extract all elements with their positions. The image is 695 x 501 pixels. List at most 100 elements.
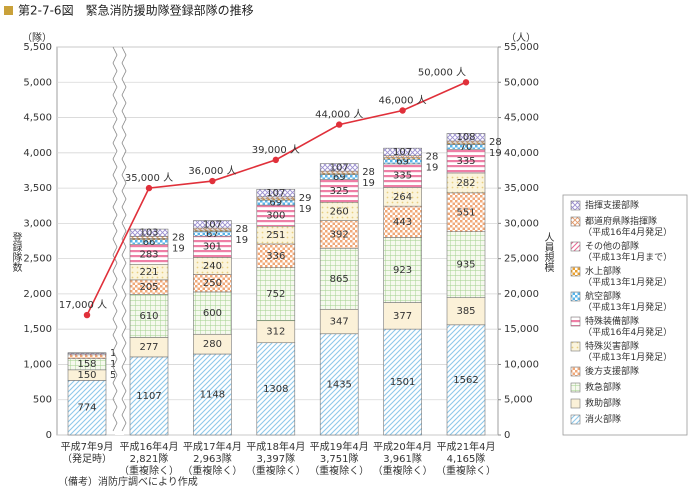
value-label: 347 bbox=[330, 317, 349, 328]
value-label: 865 bbox=[330, 274, 349, 285]
legend-note: （平成13年1月発足） bbox=[583, 276, 672, 288]
x-tick-label: 平成16年4月 bbox=[119, 440, 178, 453]
value-label: 774 bbox=[77, 403, 96, 414]
bar-segment bbox=[446, 192, 486, 232]
y-tick-label: 4,000 bbox=[23, 148, 52, 159]
legend-swatch bbox=[570, 366, 581, 377]
y2-tick-label: 55,000 bbox=[504, 42, 539, 53]
y2-tick-label: 50,000 bbox=[504, 77, 539, 88]
value-label: 923 bbox=[393, 265, 412, 276]
value-label: 28 bbox=[235, 224, 248, 235]
line-label: 44,000 人 bbox=[315, 109, 363, 121]
legend-box bbox=[562, 194, 688, 436]
y2-tick-label: 5,000 bbox=[504, 395, 533, 406]
line-label: 36,000 人 bbox=[188, 165, 236, 177]
y-tick-label: 0 bbox=[46, 430, 52, 441]
value-label: 150 bbox=[77, 370, 96, 381]
y-tick-label: 5,500 bbox=[23, 42, 52, 53]
bar-segment bbox=[256, 188, 296, 198]
x-tick-label: 平成18年4月 bbox=[246, 440, 305, 453]
value-label: 251 bbox=[266, 230, 285, 241]
y2-tick-label: 35,000 bbox=[504, 183, 539, 194]
x-tick-label: （重複除く） bbox=[436, 464, 496, 477]
legend-note: （平成16年4月発足） bbox=[583, 326, 672, 338]
legend-label: 指揮支援部隊 bbox=[585, 199, 639, 211]
line-label: 17,000 人 bbox=[59, 299, 107, 311]
value-label: 752 bbox=[266, 289, 285, 300]
line-point bbox=[145, 184, 153, 192]
x-tick-label: 平成7年9月 bbox=[61, 440, 114, 453]
value-label: 260 bbox=[330, 206, 349, 217]
value-label: 610 bbox=[139, 311, 158, 322]
bar-segment bbox=[319, 247, 359, 310]
axis-break-line bbox=[121, 46, 127, 432]
y2-tick-label: 15,000 bbox=[504, 324, 539, 335]
bar-segment bbox=[383, 237, 422, 303]
x-tick-label: 平成19年4月 bbox=[310, 440, 369, 453]
legend-label: 水上部隊 bbox=[585, 265, 621, 277]
legend-note: （平成13年1月まで） bbox=[583, 251, 672, 263]
x-tick-label: 3,751隊 bbox=[320, 452, 359, 465]
legend-label: 都道府県隊指揮隊 bbox=[585, 215, 657, 227]
legend-note: （平成16年4月発足） bbox=[583, 226, 672, 238]
value-label: 1308 bbox=[263, 384, 288, 395]
bar-segment bbox=[67, 380, 107, 436]
line-point bbox=[83, 311, 91, 319]
value-label: 69 bbox=[269, 198, 282, 209]
legend-note: （平成13年1月発足） bbox=[583, 301, 672, 313]
y2-axis-title: 人員規模 bbox=[542, 232, 554, 273]
value-label: 282 bbox=[456, 178, 475, 189]
value-label: 283 bbox=[139, 249, 158, 260]
y2-tick-label: 45,000 bbox=[504, 113, 539, 124]
value-label: 28 bbox=[489, 137, 502, 148]
bar-segment bbox=[383, 302, 422, 330]
value-label: 19 bbox=[299, 204, 312, 215]
bar-segment bbox=[256, 342, 296, 436]
y-tick-label: 3,500 bbox=[23, 183, 52, 194]
x-tick-label: 平成20年4月 bbox=[373, 440, 432, 453]
y-tick-label: 500 bbox=[33, 395, 52, 406]
legend-swatch bbox=[570, 341, 581, 352]
legend-label: 特殊装備部隊 bbox=[585, 315, 639, 327]
x-tick-label: （重複除く） bbox=[246, 464, 306, 477]
value-label: 300 bbox=[266, 211, 285, 222]
line-label: 39,000 人 bbox=[252, 144, 300, 156]
bar-segment bbox=[67, 354, 107, 359]
value-label: 600 bbox=[203, 308, 222, 319]
value-label: 107 bbox=[393, 147, 412, 158]
line-point bbox=[462, 79, 470, 86]
value-label: 107 bbox=[203, 219, 222, 230]
line-label: 35,000 人 bbox=[125, 172, 173, 184]
value-label: 264 bbox=[393, 192, 412, 203]
value-label: 69 bbox=[333, 172, 346, 183]
bar-segment bbox=[256, 267, 296, 322]
legend-label: その他の部隊 bbox=[585, 240, 639, 252]
x-tick-label: （発足時） bbox=[62, 452, 112, 465]
value-label: 1562 bbox=[453, 375, 478, 386]
line-label: 50,000 人 bbox=[418, 66, 466, 78]
x-tick-label: （重複除く） bbox=[119, 464, 179, 477]
bar-segment bbox=[446, 324, 486, 436]
legend-note: （平成13年1月発足） bbox=[583, 351, 672, 363]
line-point bbox=[209, 177, 216, 185]
value-label: 385 bbox=[456, 306, 475, 317]
bar-segment bbox=[319, 308, 359, 335]
y-tick-label: 4,500 bbox=[23, 113, 52, 124]
value-label: 107 bbox=[330, 162, 349, 173]
value-label: 551 bbox=[456, 207, 475, 218]
value-label: 158 bbox=[77, 359, 96, 370]
x-tick-label: 平成17年4月 bbox=[183, 440, 242, 453]
x-tick-label: 平成21年4月 bbox=[436, 440, 495, 453]
x-tick-label: （重複除く） bbox=[373, 464, 433, 477]
value-label: 205 bbox=[139, 282, 158, 293]
legend-swatch bbox=[570, 414, 581, 425]
bar-segment bbox=[193, 353, 232, 436]
legend-swatch bbox=[570, 200, 581, 211]
value-label: 443 bbox=[393, 217, 412, 228]
legend-label: 後方支援部隊 bbox=[585, 365, 639, 377]
value-label: 19 bbox=[362, 178, 375, 189]
axis-break bbox=[115, 48, 124, 435]
value-label: 19 bbox=[426, 163, 439, 174]
value-label: 103 bbox=[139, 228, 158, 239]
